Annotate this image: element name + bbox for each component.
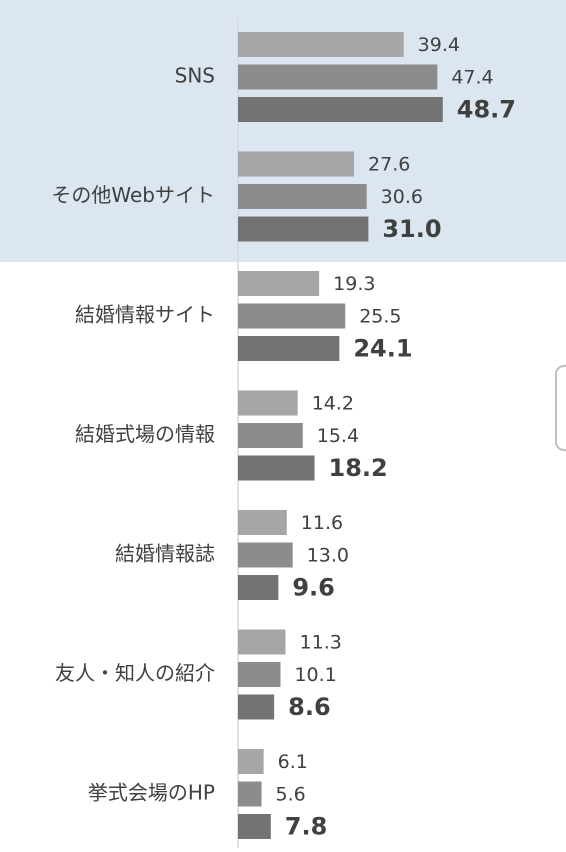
category-label: 結婚式場の情報 [75,422,215,446]
value-label: 10.1 [294,664,336,686]
category-label: 友人・知人の紹介 [55,661,215,685]
bar [238,749,264,774]
value-label: 27.6 [368,154,410,176]
side-panel [555,365,566,451]
bar [238,32,404,57]
value-label: 48.7 [457,96,516,124]
value-label: 11.3 [300,632,342,654]
category-label: 結婚情報サイト [75,303,215,327]
bar [238,271,320,296]
value-label: 24.1 [353,335,412,363]
bar [238,510,287,535]
value-label: 7.8 [285,813,328,841]
bar [238,542,293,568]
bar [238,662,281,687]
bar [238,390,298,416]
category-label: 挙式会場のHP [88,781,215,805]
value-label: 8.6 [288,693,331,721]
bar [238,336,340,361]
bar [238,423,303,448]
bar [238,694,275,720]
value-label: 18.2 [329,454,388,482]
bar [238,629,286,655]
bar [238,97,443,122]
value-label: 9.6 [292,574,335,602]
value-label: 15.4 [317,425,359,447]
category-label: 結婚情報誌 [115,542,215,566]
bar [238,151,355,177]
bar [238,575,279,600]
bar [238,455,315,481]
value-label: 13.0 [307,545,349,567]
bar [238,303,346,329]
value-label: 30.6 [381,186,423,208]
bar [238,184,367,209]
value-label: 6.1 [278,751,308,773]
category-label: その他Webサイト [51,183,215,207]
value-label: 19.3 [333,273,375,295]
bar [238,814,271,839]
value-label: 25.5 [359,306,401,328]
bar [238,781,262,807]
value-label: 11.6 [301,512,343,534]
value-label: 39.4 [418,34,460,56]
value-label: 5.6 [276,784,306,806]
value-label: 14.2 [312,393,354,415]
category-label: SNS [175,64,215,88]
value-label: 31.0 [382,215,441,243]
bar [238,216,369,242]
bar [238,64,438,90]
value-label: 47.4 [451,67,493,89]
